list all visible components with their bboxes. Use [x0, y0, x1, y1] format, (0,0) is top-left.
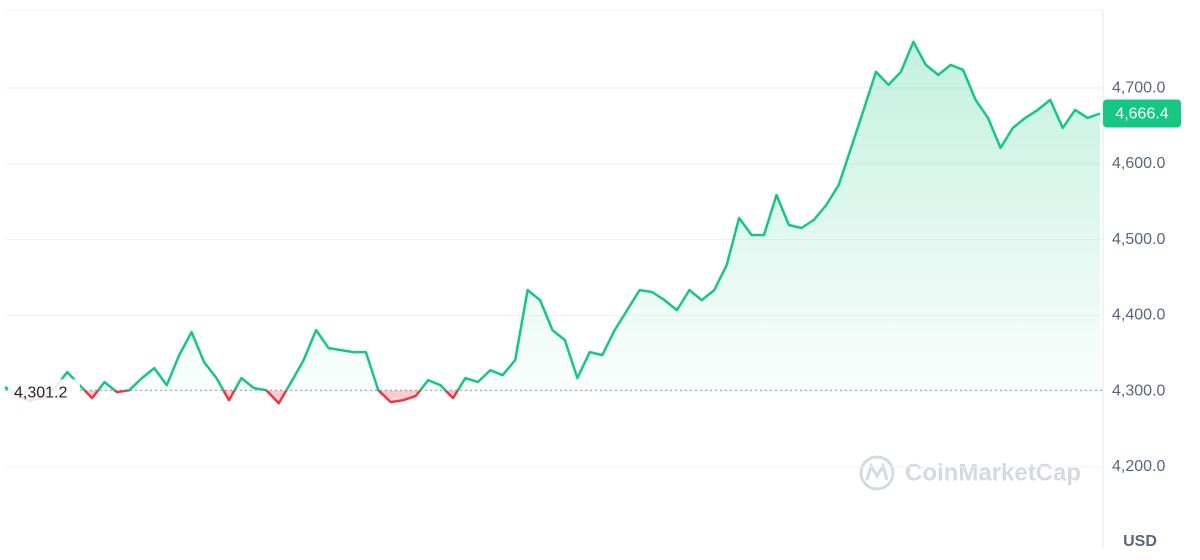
unit-label: USD — [1123, 533, 1157, 550]
watermark-logo-mark — [865, 462, 889, 481]
current-price-label: 4,666.4 — [1115, 106, 1168, 123]
watermark-logo — [859, 455, 895, 491]
y-tick-label: 4,600.0 — [1112, 155, 1165, 172]
price-line — [4, 40, 1101, 405]
y-tick-label: 4,500.0 — [1112, 231, 1165, 248]
watermark: CoinMarketCap — [859, 455, 1081, 491]
y-tick-label: 4,300.0 — [1112, 382, 1165, 399]
price-area — [5, 41, 1100, 404]
baseline-label-bg — [8, 379, 80, 402]
current-price-badge — [1103, 99, 1181, 128]
y-tick-label: 4,400.0 — [1112, 307, 1165, 324]
baseline-label: 4,301.2 — [14, 384, 67, 401]
watermark-text: CoinMarketCap — [905, 459, 1081, 486]
y-tick-label: 4,200.0 — [1112, 458, 1165, 475]
y-tick-label: 4,700.0 — [1112, 79, 1165, 96]
